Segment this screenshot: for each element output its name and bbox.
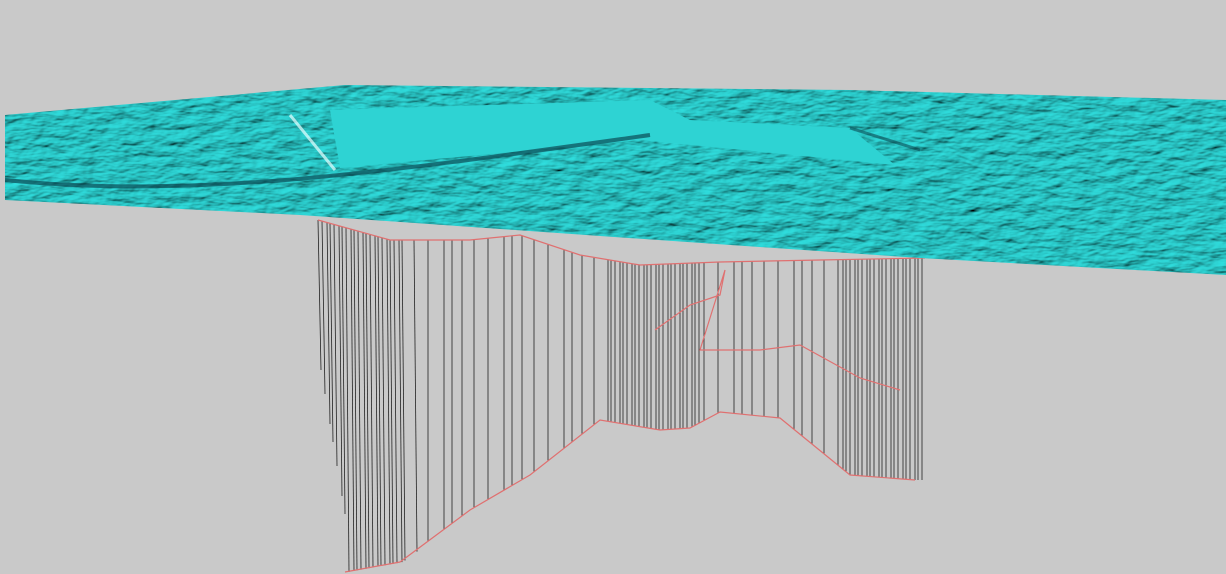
curtain-line <box>369 234 374 568</box>
curtain-line <box>357 231 362 570</box>
curtain-line <box>401 239 406 561</box>
ridge <box>288 114 337 171</box>
curtain-line <box>393 239 398 564</box>
curtain-line <box>362 232 367 569</box>
curtain-line <box>350 229 355 571</box>
curtain-line <box>338 225 343 497</box>
curtain-line <box>353 229 358 571</box>
curtain-line <box>326 222 331 425</box>
curtain-lines <box>317 219 923 572</box>
middle-boundary <box>654 269 901 391</box>
curtain-line <box>329 223 334 443</box>
curtain-line <box>377 236 382 567</box>
curtain-line <box>317 219 322 371</box>
flat-area <box>330 100 895 168</box>
road <box>5 133 651 189</box>
curtain-line <box>381 237 386 566</box>
curtain-line <box>386 239 391 565</box>
curtain-line <box>321 221 326 395</box>
curtain-line <box>413 239 418 552</box>
channel <box>849 126 921 152</box>
curtain-line <box>333 224 338 467</box>
curtain-line <box>341 226 346 515</box>
lower-boundary <box>344 411 916 573</box>
curtain-line <box>398 239 403 563</box>
curtain-line <box>374 235 379 567</box>
upper-boundary <box>317 219 926 266</box>
curtain-line <box>365 233 370 569</box>
curtain-line <box>345 227 350 572</box>
curtain-line <box>389 239 394 564</box>
